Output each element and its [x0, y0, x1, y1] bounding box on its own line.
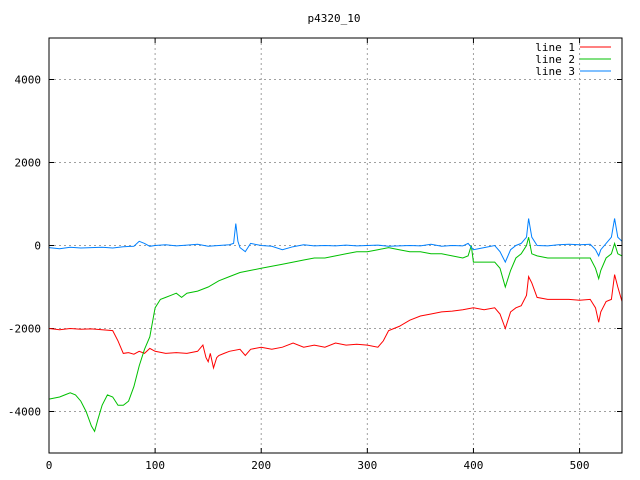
y-tick-label: -4000 [8, 406, 41, 419]
y-tick-label: -2000 [8, 323, 41, 336]
grid-lines [49, 38, 622, 453]
legend-label: line 2 [535, 53, 575, 66]
legend-label: line 3 [535, 65, 575, 78]
y-tick-label: 4000 [15, 74, 42, 87]
x-tick-label: 400 [464, 459, 484, 472]
series-lines [48, 218, 623, 433]
x-tick-label: 0 [46, 459, 53, 472]
chart-title: p4320_10 [308, 12, 361, 25]
legend-label: line 1 [535, 41, 575, 54]
y-tick-label: 2000 [15, 157, 42, 170]
series-line-1 [48, 274, 623, 370]
axis-ticks: 0 100 200 300 400 500 -4000 -2000 0 2000 4000 [8, 38, 622, 472]
plot-frame [48, 37, 623, 454]
y-tick-label: 0 [34, 240, 41, 253]
x-tick-label: 200 [251, 459, 271, 472]
series-line-2 [48, 237, 623, 433]
series-line-3 [48, 218, 623, 264]
x-tick-label: 100 [145, 459, 165, 472]
x-tick-label: 300 [357, 459, 377, 472]
x-tick-label: 500 [570, 459, 590, 472]
